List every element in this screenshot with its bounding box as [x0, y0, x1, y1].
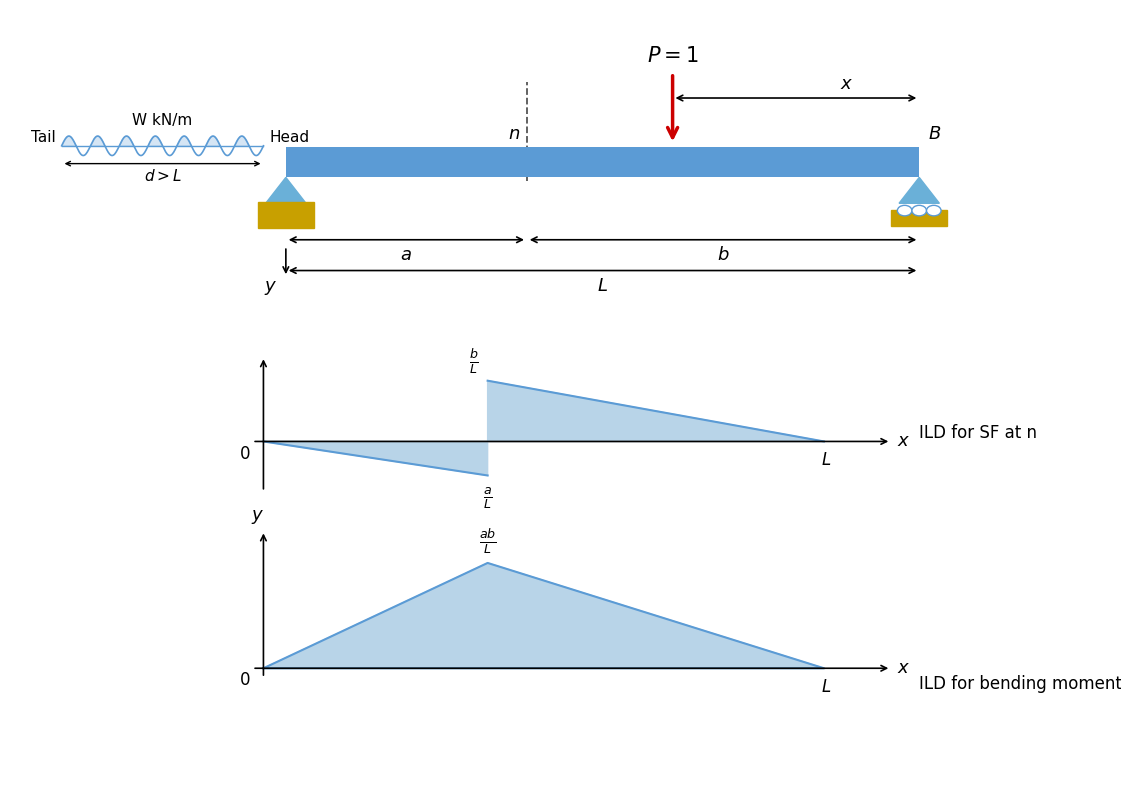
Text: Head: Head: [269, 130, 309, 145]
Text: $n$: $n$: [508, 126, 520, 143]
Text: $x$: $x$: [897, 659, 910, 677]
Text: ILD for SF at n: ILD for SF at n: [919, 424, 1037, 442]
Polygon shape: [263, 441, 488, 475]
Text: $P = 1$: $P = 1$: [647, 46, 698, 66]
Polygon shape: [488, 381, 824, 441]
FancyBboxPatch shape: [258, 202, 314, 228]
Text: $B$: $B$: [928, 126, 942, 143]
Polygon shape: [266, 177, 306, 203]
Text: $d>L$: $d>L$: [143, 168, 182, 185]
Text: $b$: $b$: [716, 246, 730, 264]
Circle shape: [911, 206, 926, 216]
Polygon shape: [263, 563, 824, 668]
Text: $L$: $L$: [821, 451, 832, 469]
Text: $y$: $y$: [263, 279, 277, 296]
Text: $x$: $x$: [840, 75, 853, 93]
FancyBboxPatch shape: [286, 147, 919, 177]
Circle shape: [897, 206, 912, 216]
Text: W kN/m: W kN/m: [132, 113, 193, 128]
Text: $0$: $0$: [239, 671, 250, 689]
Text: $\frac{a}{L}$: $\frac{a}{L}$: [483, 485, 492, 511]
Polygon shape: [899, 177, 939, 203]
Text: $L$: $L$: [821, 678, 832, 696]
Text: ILD for bending moment at n: ILD for bending moment at n: [919, 676, 1121, 693]
FancyBboxPatch shape: [891, 210, 947, 226]
Text: $0$: $0$: [239, 445, 250, 463]
Text: $\frac{b}{L}$: $\frac{b}{L}$: [470, 347, 479, 376]
Text: $x$: $x$: [897, 433, 910, 450]
Text: Tail: Tail: [31, 130, 56, 145]
Text: $L$: $L$: [597, 277, 608, 295]
Text: $y$: $y$: [251, 509, 265, 526]
Circle shape: [926, 206, 942, 216]
Text: $a$: $a$: [400, 246, 413, 264]
Text: $\frac{ab}{L}$: $\frac{ab}{L}$: [479, 527, 497, 556]
